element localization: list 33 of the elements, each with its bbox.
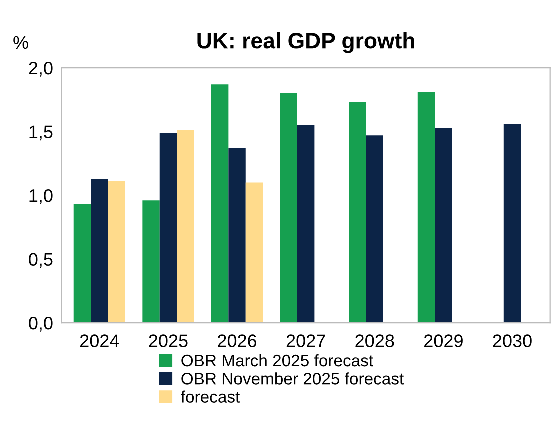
y-tick-label: 0,0 [29,317,53,332]
bar [142,200,160,324]
y-tick-label: 1,5 [30,126,53,141]
x-tick-label: 2024 [80,334,120,348]
legend-label: OBR March 2025 forecast [182,354,374,367]
bar [160,133,178,324]
y-tick-label: 0,5 [29,253,53,268]
chart-title: UK: real GDP growth [198,32,414,54]
bar [108,182,126,324]
bar [246,182,264,324]
bar [418,92,436,324]
bar [228,148,246,324]
bar [435,128,452,324]
bar [74,204,92,324]
bar [349,102,366,324]
y-tick-label: 2,0 [29,62,53,77]
bar [211,84,229,324]
bar [366,136,384,324]
bar [91,178,108,324]
x-tick-label: 2027 [286,334,326,348]
bar [504,124,522,324]
bar [177,130,194,324]
y-axis-title: % [14,36,28,50]
legend-label: forecast [181,390,240,403]
x-tick-label: 2026 [218,334,257,348]
legend-label: OBR November 2025 forecast [182,372,404,385]
bar [297,125,315,324]
x-tick-label: 2028 [356,334,394,348]
x-tick-label: 2030 [493,334,532,348]
bar [280,94,298,324]
x-tick-label: 2025 [149,334,188,348]
x-tick-label: 2029 [424,334,463,348]
y-tick-label: 1,0 [30,189,53,204]
